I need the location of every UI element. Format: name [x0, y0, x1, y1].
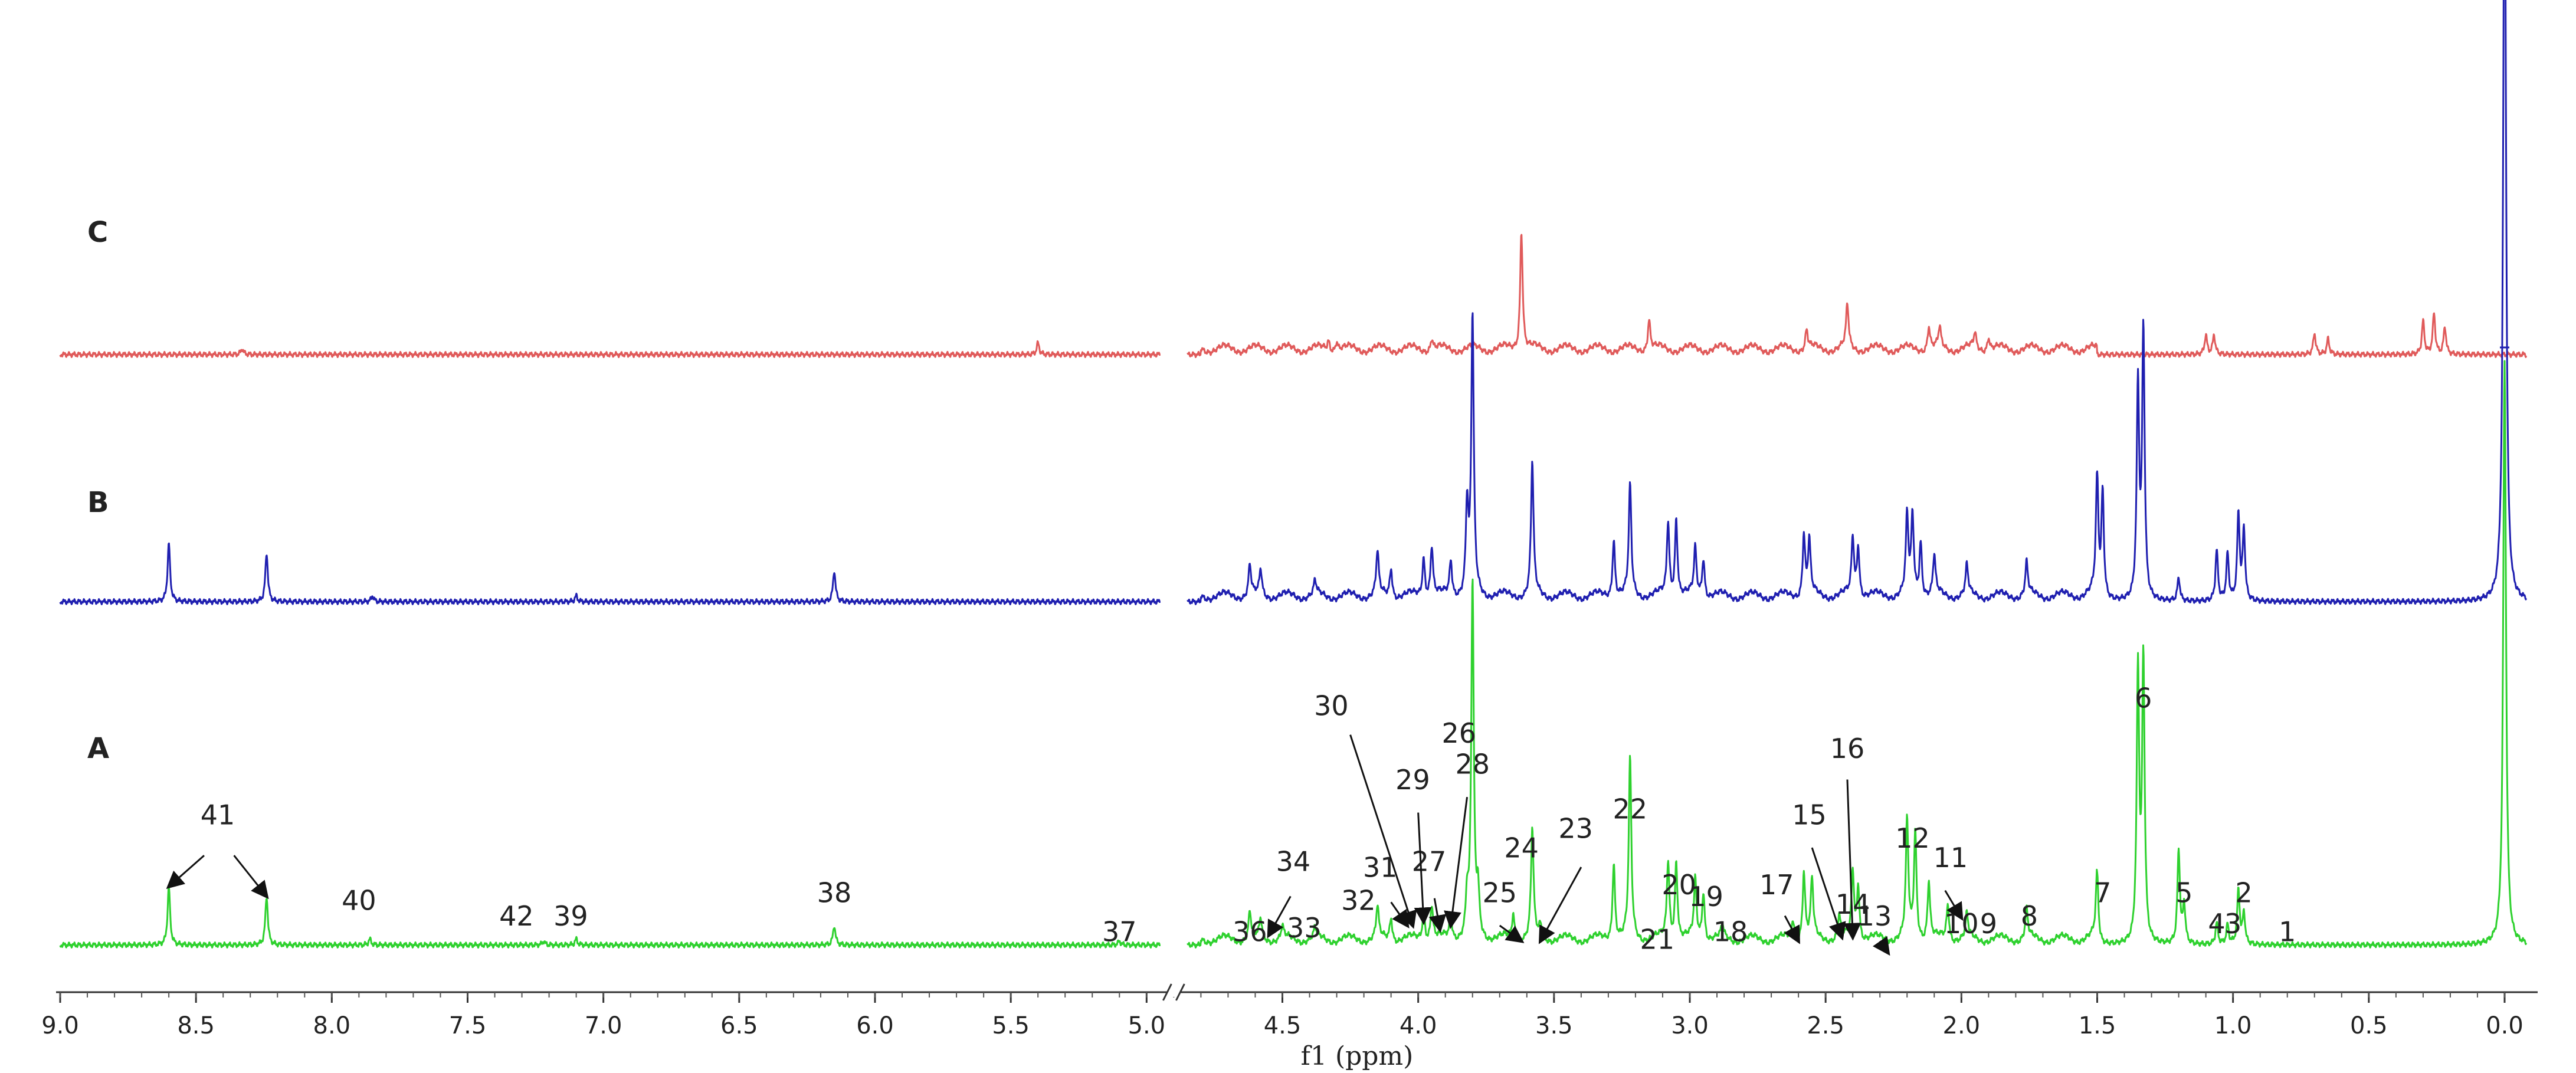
- x-axis: 9.0 8.5 8.0 7.5 7.0 6.5 6.0 5.5 5.0 4.5 4.0 3.5 3.0 2…: [41, 983, 2538, 1039]
- x-tick-label: 1.5: [2079, 1012, 2116, 1039]
- peak-label: 39: [553, 900, 588, 932]
- x-tick-label: 8.5: [177, 1012, 215, 1039]
- peak-label: 6: [2135, 682, 2152, 714]
- peak-label: 38: [817, 877, 852, 908]
- peak-label: 9: [1980, 908, 1997, 940]
- peak-label: 17: [1759, 869, 1794, 901]
- peak-label: 41: [201, 799, 235, 831]
- peak-label: 23: [1558, 813, 1593, 845]
- x-tick-label: 2.0: [1943, 1012, 1981, 1039]
- x-tick-label: 4.0: [1400, 1012, 1437, 1039]
- axis-break-mark: [1162, 983, 1172, 1001]
- peak-arrow: [1349, 734, 1417, 929]
- peak-label: 37: [1102, 916, 1137, 947]
- x-tick-label: 5.0: [1128, 1012, 1166, 1039]
- peak-label: 11: [1933, 842, 1968, 874]
- peak-label: 16: [1830, 733, 1865, 764]
- peak-label: 32: [1341, 885, 1376, 917]
- x-tick-label: 3.5: [1535, 1012, 1573, 1039]
- peak-label: 12: [1895, 822, 1930, 854]
- peak-label: 7: [2094, 877, 2111, 908]
- x-tick-label: 6.0: [856, 1012, 894, 1039]
- peak-arrow: [166, 855, 205, 889]
- trace-label-c: C: [87, 216, 108, 249]
- peak-arrow: [1873, 936, 1890, 956]
- peak-label: 42: [499, 900, 534, 932]
- peak-arrow: [1811, 847, 1846, 941]
- peak-label: 4: [2208, 908, 2225, 940]
- peak-label: 2: [2235, 877, 2252, 908]
- peak-label: 30: [1314, 690, 1349, 722]
- peak-arrow: [1414, 812, 1432, 926]
- peak-label: 1: [2279, 916, 2296, 947]
- peak-label: 36: [1233, 916, 1267, 947]
- peak-arrow: [1444, 797, 1469, 929]
- x-tick-label: 7.0: [585, 1012, 622, 1039]
- peak-label: 10: [1944, 908, 1979, 940]
- x-axis-label: f1 (ppm): [1301, 1041, 1414, 1071]
- axis-break-gap: [1166, 987, 1181, 997]
- x-tick-label: 1.0: [2214, 1012, 2252, 1039]
- x-tick-label: 3.0: [1671, 1012, 1709, 1039]
- peak-label: 31: [1363, 852, 1398, 884]
- peak-label: 33: [1287, 912, 1322, 944]
- peak-label: 29: [1395, 764, 1430, 796]
- x-tick-label: 4.5: [1264, 1012, 1302, 1039]
- peak-label: 19: [1689, 881, 1723, 913]
- peak-arrow: [1428, 898, 1447, 933]
- peak-label: 20: [1661, 869, 1696, 901]
- x-tick-label: 8.0: [313, 1012, 351, 1039]
- spectrum-trace-a: [59, 360, 2528, 949]
- peak-arrow: [1944, 890, 1964, 921]
- peak-label: 27: [1412, 846, 1447, 878]
- peak-label: 8: [2021, 900, 2038, 932]
- peak-arrow: [1538, 867, 1582, 944]
- spectrum-traces: [59, 0, 2528, 949]
- peak-arrow: [1843, 779, 1861, 941]
- spectrum-trace-c: [59, 234, 2528, 359]
- peak-arrow: [1267, 895, 1292, 939]
- peak-label: 40: [342, 885, 376, 917]
- peak-arrow: [1499, 924, 1525, 943]
- x-tick-label: 0.0: [2486, 1012, 2523, 1039]
- peak-arrow: [1784, 915, 1800, 944]
- peak-label: 18: [1713, 916, 1748, 947]
- x-tick-label: 7.5: [449, 1012, 487, 1039]
- x-tick-label: 0.5: [2350, 1012, 2388, 1039]
- axis-break-mark: [1175, 983, 1185, 1001]
- peak-label: 25: [1482, 877, 1517, 908]
- spectrum-trace-b: [59, 0, 2528, 606]
- peak-arrow: [1390, 901, 1410, 928]
- peak-label: 28: [1455, 749, 1490, 780]
- x-tick-label: 9.0: [41, 1012, 79, 1039]
- peak-label: 3: [2224, 908, 2241, 940]
- peak-arrow: [233, 855, 269, 900]
- x-tick-label: 2.5: [1807, 1012, 1844, 1039]
- peak-label: 24: [1504, 832, 1539, 864]
- peak-label: 15: [1792, 799, 1827, 831]
- peak-label: 13: [1857, 900, 1892, 932]
- x-tick-label: 5.5: [992, 1012, 1030, 1039]
- x-tick-label: 6.5: [720, 1012, 758, 1039]
- peak-label: 22: [1613, 793, 1647, 825]
- peak-label: 21: [1640, 924, 1674, 956]
- peak-label: 5: [2175, 877, 2192, 908]
- trace-label-a: A: [87, 732, 109, 765]
- peak-label: 26: [1441, 717, 1476, 749]
- trace-label-b: B: [87, 486, 109, 519]
- peak-label: 34: [1276, 846, 1311, 878]
